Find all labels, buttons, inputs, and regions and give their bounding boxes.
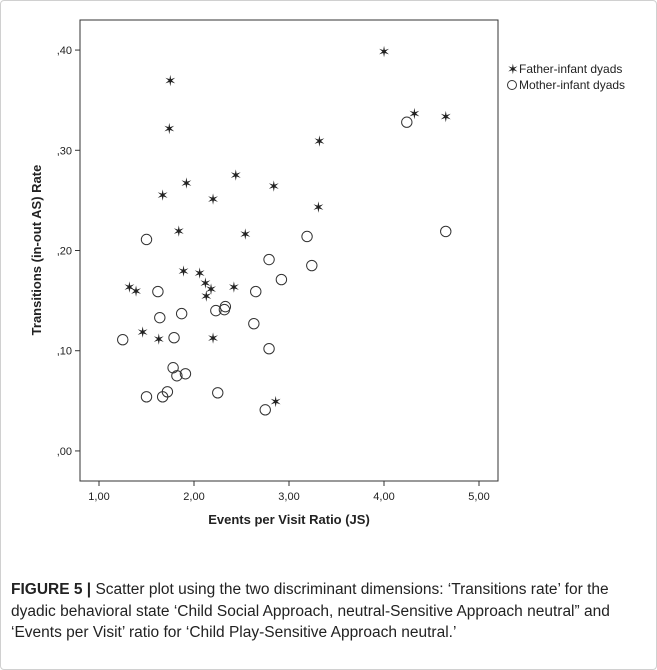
father-infant-point: ✶ <box>269 393 282 411</box>
mother-infant-point <box>154 311 166 324</box>
x-tick-label: 1,00 <box>88 491 109 503</box>
father-infant-point: ✶ <box>408 105 421 123</box>
mother-infant-point <box>212 387 224 399</box>
father-infant-point: ✶ <box>163 120 176 138</box>
father-infant-point: ✶ <box>230 166 243 184</box>
father-infant-point: ✶ <box>268 177 281 195</box>
father-infant-point: ✶ <box>136 324 149 342</box>
plot-area <box>79 19 499 482</box>
father-infant-point: ✶ <box>439 108 452 126</box>
mother-infant-point <box>263 343 275 355</box>
y-tick-label: ,20 <box>57 246 72 258</box>
scatter-chart: 1,00 2,00 3,00 4,00 5,00 ,00,10,20,30,40 ✶✶✶… <box>29 19 625 527</box>
mother-infant-point <box>210 304 222 317</box>
father-infant-point: ✶ <box>207 330 220 348</box>
mother-infant-point <box>301 230 313 243</box>
mother-infant-point <box>140 391 153 403</box>
mother-infant-point <box>218 303 231 316</box>
father-infant-point: ✶ <box>173 222 186 240</box>
caption-text: Scatter plot using the two discriminant … <box>11 581 610 641</box>
father-infant-point: ✶ <box>205 281 218 299</box>
x-tick-label: 5,00 <box>468 491 489 503</box>
y-tick-label: ,40 <box>57 45 72 57</box>
mother-infant-point <box>168 331 180 344</box>
data-points: ✶✶✶✶ ✶✶✶✶ ✶✶ ✶ ✶✶ ✶✶ ✶✶✶ ✶ ✶✶ ✶✶ ✶ ✶✶ <box>117 43 452 416</box>
father-infant-point: ✶ <box>193 265 206 283</box>
mother-infant-point <box>248 317 260 330</box>
mother-infant-point <box>156 391 169 403</box>
mother-infant-point <box>263 253 275 266</box>
legend: ✶ Father-infant dyads Mother-infant dyad… <box>507 62 625 92</box>
mother-infant-point <box>440 225 452 238</box>
x-tick-label: 2,00 <box>183 491 204 503</box>
father-infant-point: ✶ <box>207 190 220 208</box>
father-infant-point: ✶ <box>156 186 169 204</box>
father-infant-point: ✶ <box>313 132 326 150</box>
father-infant-point: ✶ <box>199 275 212 293</box>
mother-infant-point <box>179 368 192 380</box>
mother-infant-point <box>306 259 318 272</box>
father-infant-point: ✶ <box>180 174 193 192</box>
figure-caption: FIGURE 5 | Scatter plot using the two di… <box>11 579 641 644</box>
mother-infant-point <box>175 307 188 320</box>
father-infant-point: ✶ <box>123 279 136 297</box>
caption-label: FIGURE 5 | <box>11 581 92 598</box>
x-tick-label: 4,00 <box>373 491 394 503</box>
legend-label-father: Father-infant dyads <box>519 62 622 76</box>
father-infant-point: ✶ <box>177 263 190 281</box>
x-tick-label: 3,00 <box>278 491 299 503</box>
legend-star-marker: ✶ <box>507 62 519 78</box>
father-infant-point: ✶ <box>200 288 213 306</box>
mother-infant-point <box>117 333 129 346</box>
father-infant-point: ✶ <box>228 279 241 297</box>
mother-infant-point <box>152 285 164 298</box>
mother-infant-point <box>171 370 183 382</box>
y-axis-ticks: ,00 ,10 ,20 ,30 ,40 <box>57 45 80 458</box>
x-axis-title: Events per Visit Ratio (JS) <box>208 512 370 527</box>
y-axis-title: Transitions (in-out AS) Rate <box>29 165 44 336</box>
x-axis-ticks: 1,00 2,00 3,00 4,00 5,00 <box>88 481 490 503</box>
mother-infant-point <box>259 404 271 416</box>
legend-label-mother: Mother-infant dyads <box>519 78 625 92</box>
father-infant-point: ✶ <box>164 72 177 90</box>
legend-circle-marker <box>507 80 517 90</box>
mother-infant-point <box>140 233 153 246</box>
father-infant-point: ✶ <box>378 43 391 61</box>
y-tick-label: ,00 <box>57 446 72 458</box>
y-tick-label: ,30 <box>57 145 72 157</box>
mother-infant-point <box>250 285 262 298</box>
father-infant-point: ✶ <box>239 225 252 243</box>
father-infant-point: ✶ <box>130 283 143 301</box>
mother-infant-point <box>275 273 288 286</box>
y-tick-label: ,10 <box>57 346 72 358</box>
father-infant-point: ✶ <box>153 331 166 349</box>
father-infant-point: ✶ <box>312 198 325 216</box>
mother-infant-point <box>401 116 413 128</box>
